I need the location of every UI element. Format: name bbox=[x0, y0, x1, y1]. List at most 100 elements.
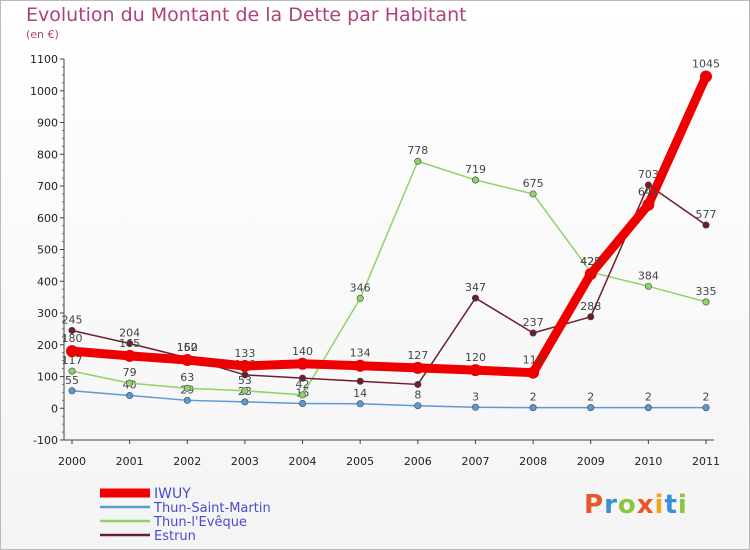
data-point bbox=[702, 404, 710, 412]
data-point bbox=[529, 190, 537, 198]
data-point bbox=[183, 384, 191, 392]
data-point bbox=[68, 387, 76, 395]
data-label: 237 bbox=[523, 316, 544, 329]
series-iwuy: 180 165 152 133 140 134 127 120 112 423 641 1045 bbox=[62, 57, 720, 379]
chart-title: Evolution du Montant de la Dette par Hab… bbox=[26, 4, 467, 26]
series-line bbox=[71, 160, 707, 396]
y-tick-label: 500 bbox=[37, 244, 58, 257]
y-tick-label: 900 bbox=[37, 117, 58, 130]
x-tick-label: 2005 bbox=[346, 455, 374, 468]
data-point bbox=[241, 387, 249, 395]
data-point bbox=[469, 364, 482, 377]
legend-item: Estrun bbox=[100, 529, 196, 544]
data-label: 2 bbox=[587, 391, 594, 404]
data-label: 347 bbox=[465, 281, 486, 294]
data-label: 675 bbox=[523, 177, 544, 190]
x-tick-label: 2004 bbox=[289, 455, 317, 468]
x-tick-label: 2007 bbox=[461, 455, 489, 468]
data-point bbox=[702, 298, 710, 306]
data-label: 204 bbox=[119, 326, 140, 339]
y-tick-label: 800 bbox=[37, 148, 58, 161]
data-label: 641 bbox=[638, 186, 659, 199]
data-label: 2 bbox=[703, 391, 710, 404]
data-label: 42 bbox=[296, 378, 310, 391]
data-point bbox=[241, 398, 249, 406]
data-point bbox=[700, 70, 712, 83]
data-point bbox=[527, 366, 540, 379]
data-point bbox=[68, 367, 76, 375]
data-point bbox=[356, 377, 364, 385]
data-label: 288 bbox=[580, 300, 601, 313]
legend-label: IWUY bbox=[154, 486, 191, 502]
data-label: 165 bbox=[119, 337, 140, 350]
data-point bbox=[529, 404, 537, 412]
data-point bbox=[296, 357, 309, 370]
data-label: 2 bbox=[645, 391, 652, 404]
data-label: 423 bbox=[580, 255, 601, 268]
data-label: 53 bbox=[238, 374, 252, 387]
data-point bbox=[702, 221, 710, 229]
data-point bbox=[414, 380, 422, 388]
x-tick-label: 2000 bbox=[58, 455, 86, 468]
legend-item: IWUY bbox=[100, 486, 191, 502]
data-point bbox=[584, 267, 597, 280]
data-point bbox=[644, 282, 652, 290]
y-tick-label: 200 bbox=[37, 339, 58, 352]
logo-letter-x: x bbox=[636, 490, 655, 520]
chart-plot-area: 5540292315148322221177963534234677871967… bbox=[62, 57, 720, 412]
y-tick-label: 700 bbox=[37, 180, 58, 193]
data-point bbox=[356, 294, 364, 302]
data-point bbox=[356, 400, 364, 408]
data-point bbox=[238, 360, 251, 373]
data-label: 335 bbox=[696, 285, 717, 298]
data-label: 245 bbox=[62, 313, 83, 326]
x-tick-label: 2011 bbox=[692, 455, 720, 468]
data-point bbox=[414, 157, 422, 165]
y-tick-label: 1000 bbox=[30, 85, 58, 98]
data-point bbox=[126, 339, 134, 347]
y-tick-label: 100 bbox=[37, 371, 58, 384]
data-label: 140 bbox=[292, 345, 313, 358]
proxiti-logo: Proxiti bbox=[584, 490, 688, 520]
series-line bbox=[67, 71, 711, 378]
data-point bbox=[68, 326, 76, 334]
logo-letter-o: o bbox=[617, 490, 637, 520]
logo-letter-t: t bbox=[664, 490, 678, 520]
data-label: 719 bbox=[465, 163, 486, 176]
y-tick-label: 600 bbox=[37, 212, 58, 225]
data-point bbox=[299, 391, 307, 399]
data-point bbox=[644, 404, 652, 412]
y-tick-label: 0 bbox=[51, 402, 58, 415]
data-point bbox=[587, 313, 595, 321]
data-label: 152 bbox=[177, 341, 198, 354]
data-label: 346 bbox=[350, 281, 371, 294]
data-label: 703 bbox=[638, 168, 659, 181]
x-tick-label: 2006 bbox=[404, 455, 432, 468]
data-point bbox=[183, 396, 191, 404]
data-point bbox=[123, 349, 136, 362]
data-label: 55 bbox=[65, 374, 79, 387]
legend-label: Estrun bbox=[154, 529, 196, 544]
data-point bbox=[241, 371, 249, 379]
data-label: 778 bbox=[407, 144, 428, 157]
y-tick-label: 1100 bbox=[30, 53, 58, 66]
x-tick-label: 2002 bbox=[173, 455, 201, 468]
data-point bbox=[354, 359, 367, 372]
data-label: 133 bbox=[234, 347, 255, 360]
data-point bbox=[529, 329, 537, 337]
data-point bbox=[471, 176, 479, 184]
chart-subtitle: (en €) bbox=[26, 28, 59, 41]
data-point bbox=[299, 399, 307, 407]
data-label: 2 bbox=[530, 391, 537, 404]
data-point bbox=[471, 403, 479, 411]
legend-item: Thun-Saint-Martin bbox=[100, 501, 271, 516]
legend-item: Thun-l'Evêque bbox=[100, 515, 247, 530]
data-point bbox=[181, 353, 194, 366]
data-point bbox=[644, 181, 652, 189]
data-label: 127 bbox=[407, 349, 428, 362]
data-point bbox=[66, 345, 78, 358]
